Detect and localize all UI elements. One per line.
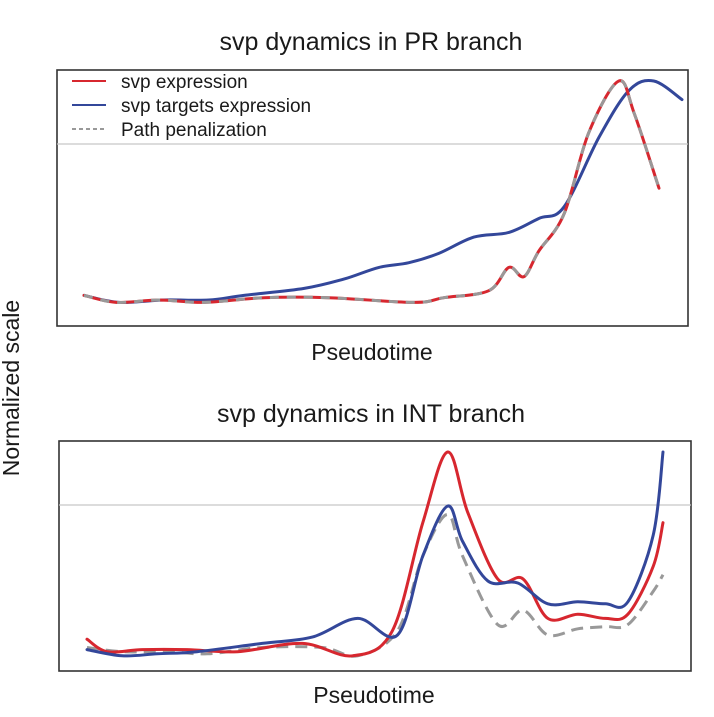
shared-y-axis-label: Normalized scale xyxy=(0,300,24,476)
pr-branch-panel: svp dynamics in PR branch Pseudotime svp… xyxy=(56,28,689,365)
int-series-lines xyxy=(85,450,665,658)
legend-label-path-penalization: Path penalization xyxy=(121,120,267,141)
int-series-path-penalization xyxy=(86,512,665,658)
pr-series-lines xyxy=(82,78,684,305)
pr-series-svp-expression xyxy=(82,79,661,304)
pr-chart-title: svp dynamics in PR branch xyxy=(220,28,523,56)
pr-x-axis-label: Pseudotime xyxy=(311,339,432,365)
pr-series-svp-targets-expression xyxy=(82,78,684,305)
legend-label-svp-expression: svp expression xyxy=(121,72,248,93)
int-x-axis-label: Pseudotime xyxy=(313,682,434,708)
int-chart-title: svp dynamics in INT branch xyxy=(217,400,525,428)
pr-plot-frame xyxy=(56,69,689,327)
int-series-svp-targets-expression xyxy=(85,450,665,658)
int-series-svp-expression xyxy=(85,450,665,658)
int-branch-panel: svp dynamics in INT branch Pseudotime xyxy=(58,400,692,708)
legend-label-svp-targets-expression: svp targets expression xyxy=(121,96,311,117)
int-plot-frame xyxy=(58,440,692,672)
pr-legend: svp expression svp targets expression Pa… xyxy=(72,72,311,141)
